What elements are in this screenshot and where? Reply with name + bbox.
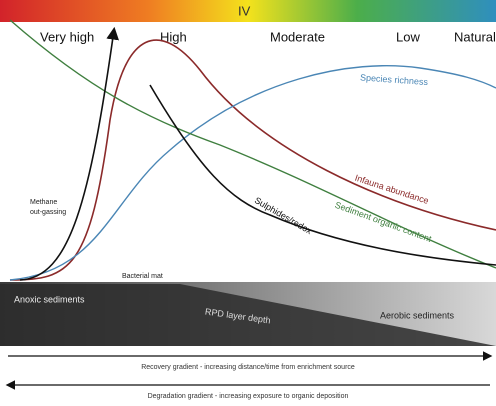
annotation: Bacterial mat [122, 273, 163, 280]
stage-label: IV [238, 3, 251, 18]
sulphide-curve [150, 85, 496, 265]
zone-label: High [160, 29, 187, 44]
zones: Very high High Moderate Low Natural [40, 29, 496, 44]
zone-label: Moderate [270, 29, 325, 44]
curve-label: Sulphides/redox [253, 195, 314, 236]
zone-label: Low [396, 29, 420, 44]
zone-label: Very high [40, 29, 94, 44]
curve-label: Species richness [360, 72, 429, 87]
annotation: Aerobic sediments [380, 310, 455, 320]
diagram: IV Very high High Moderate Low Natural S… [0, 0, 496, 406]
annotation: Anoxic sediments [14, 294, 85, 304]
annotation: out-gassing [30, 209, 66, 216]
curve-label: Sediment organic content [334, 200, 434, 244]
gradient-label: Recovery gradient - increasing distance/… [141, 364, 355, 371]
sulphide-arrow [20, 30, 114, 280]
species-curve [10, 66, 496, 280]
annotation: Methane [30, 199, 57, 206]
zone-label: Natural [454, 29, 496, 44]
gradient-label: Degradation gradient - increasing exposu… [148, 393, 349, 400]
curve-labels: Species richness Infauna abundance Sedim… [253, 72, 433, 244]
